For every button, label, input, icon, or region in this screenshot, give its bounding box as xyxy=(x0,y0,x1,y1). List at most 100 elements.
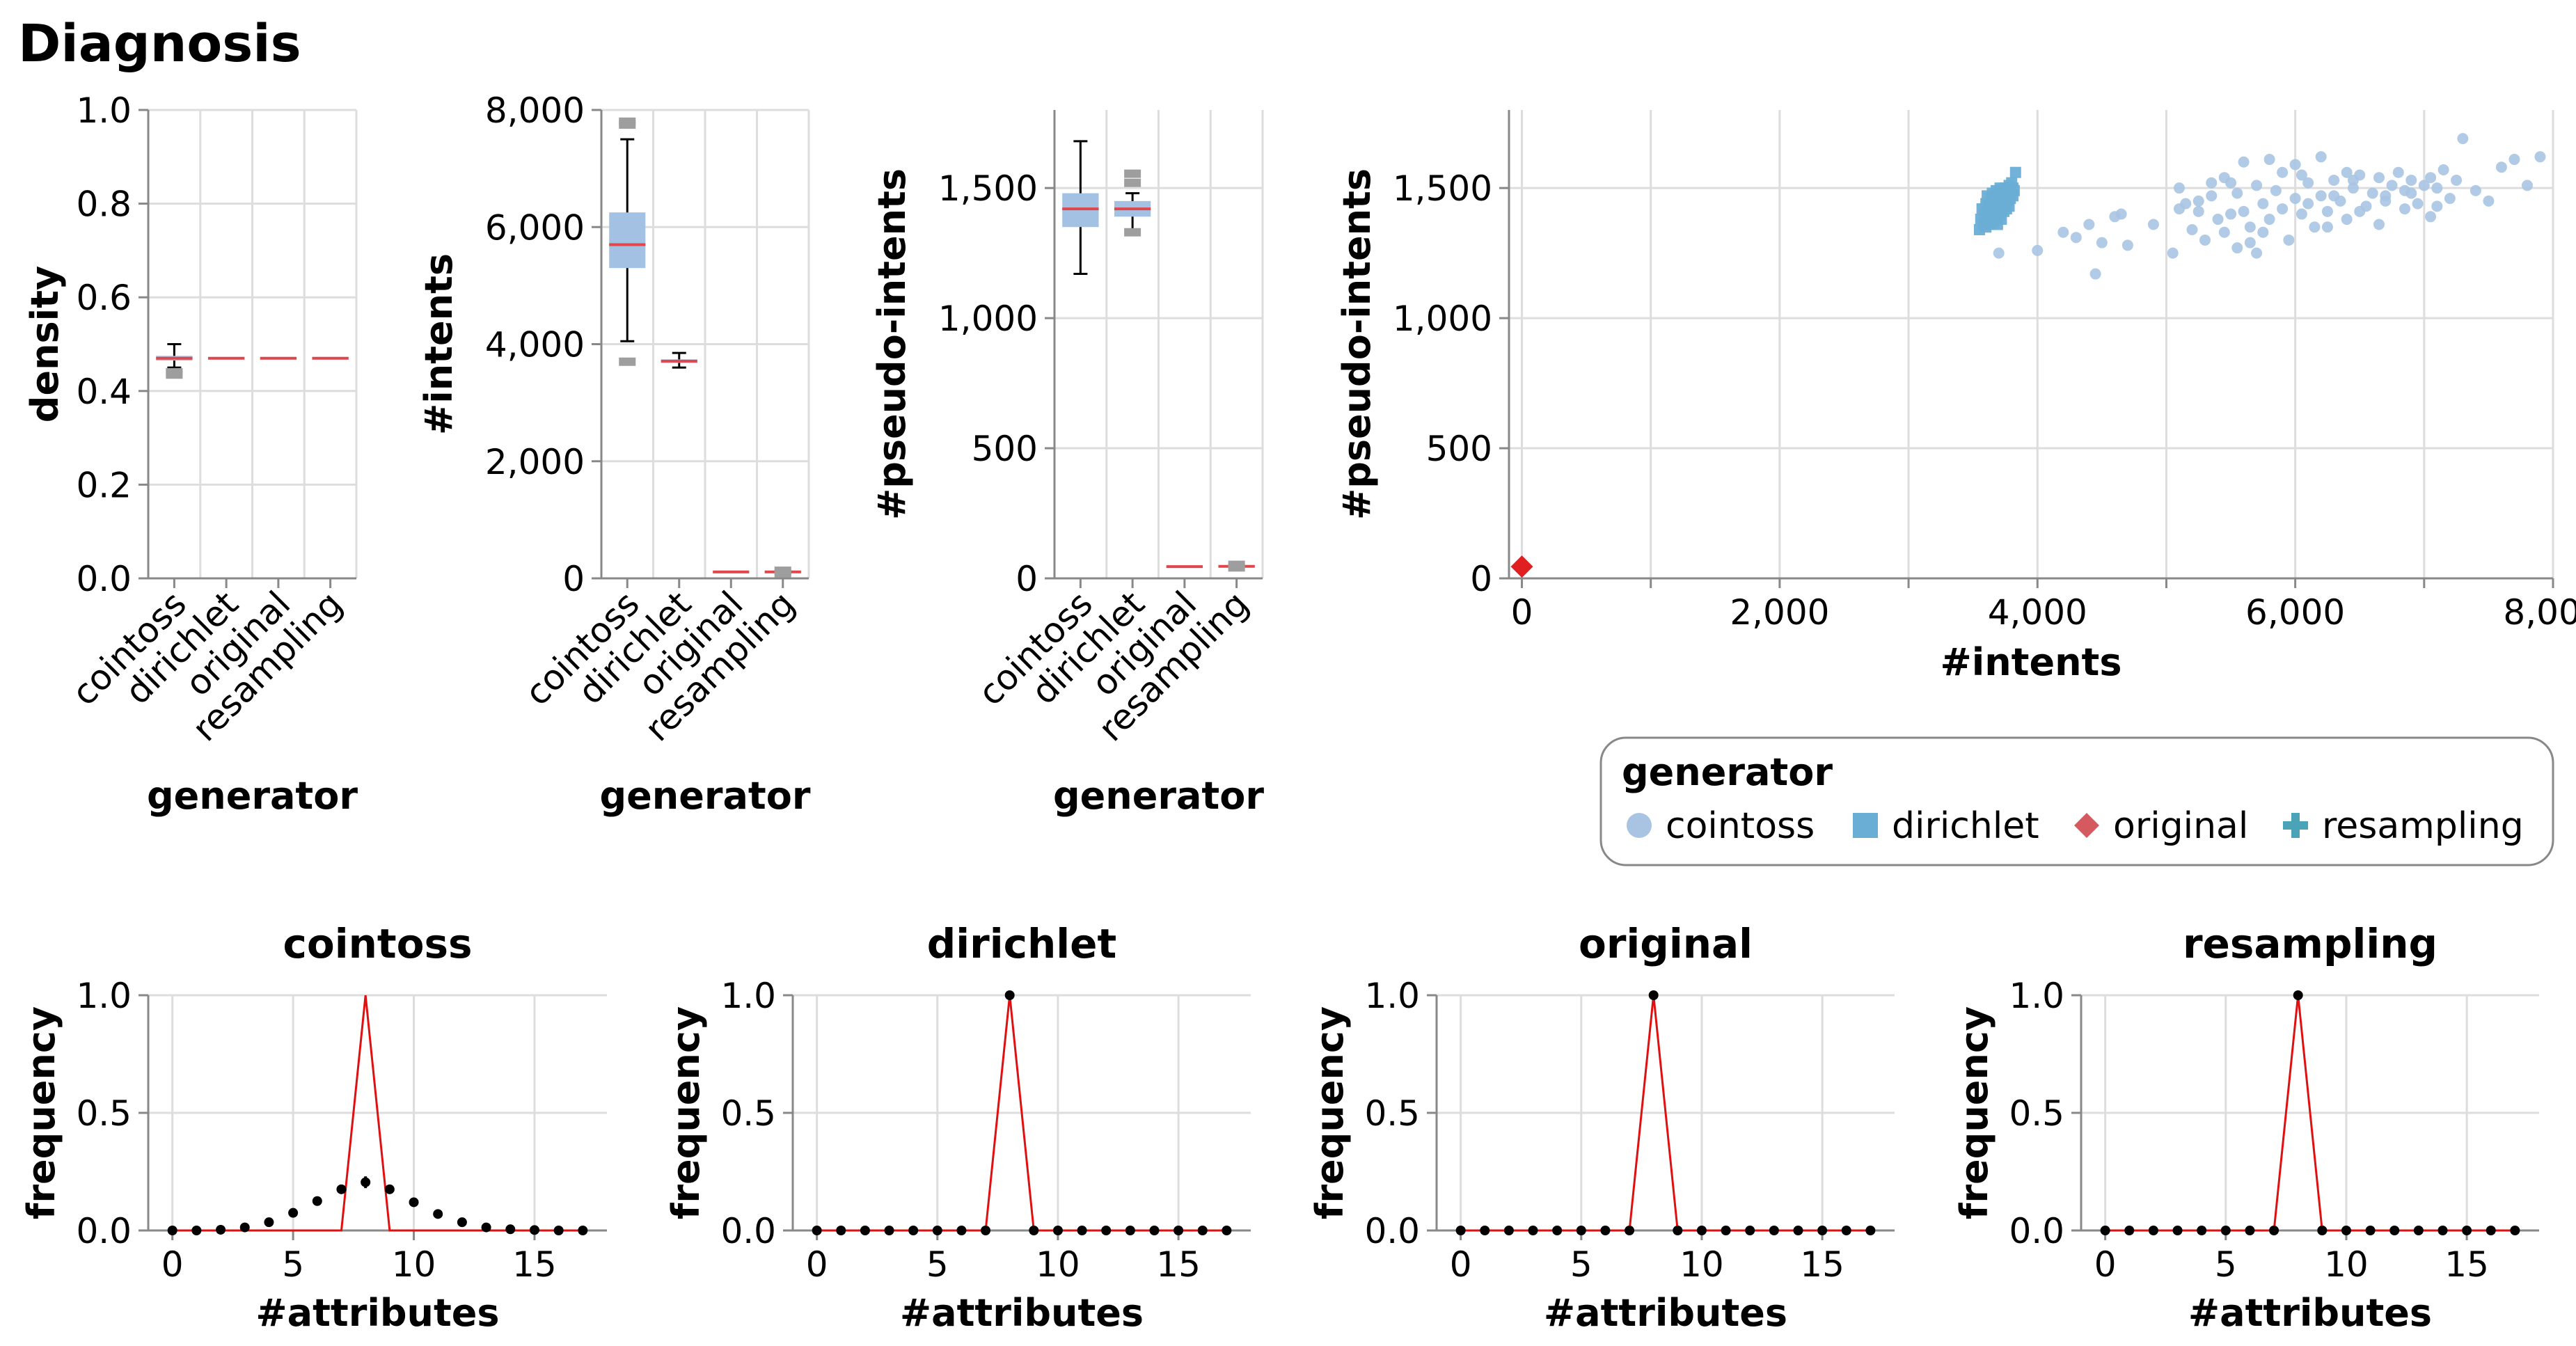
data-point xyxy=(2245,1226,2255,1235)
point-cointoss xyxy=(2263,214,2275,225)
point-cointoss xyxy=(2270,184,2282,196)
point-cointoss xyxy=(2373,172,2385,184)
point-cointoss xyxy=(2251,180,2263,191)
legend-marker-diamond xyxy=(2074,813,2099,838)
y-tick-label: 0.5 xyxy=(76,1093,132,1134)
y-tick-label: 500 xyxy=(972,429,1038,469)
point-cointoss xyxy=(2218,226,2230,238)
data-point xyxy=(384,1184,395,1194)
legend-label-dirichlet: dirichlet xyxy=(1892,805,2039,847)
data-point xyxy=(1865,1226,1876,1235)
data-point xyxy=(860,1226,870,1235)
x-tick-label: 15 xyxy=(1800,1244,1844,1285)
data-point xyxy=(1673,1226,1683,1235)
point-cointoss xyxy=(2483,195,2495,207)
point-cointoss xyxy=(2412,198,2424,209)
point-cointoss xyxy=(2244,237,2256,248)
point-cointoss xyxy=(2238,156,2250,168)
data-point xyxy=(1625,1226,1635,1235)
point-cointoss xyxy=(2418,180,2430,191)
point-cointoss xyxy=(2302,198,2314,209)
legend-box xyxy=(1599,736,2554,866)
y-tick-label: 1.0 xyxy=(1364,976,1420,1016)
x-tick-label: 10 xyxy=(1036,1244,1080,1285)
data-point xyxy=(2341,1226,2351,1235)
y-axis-title: frequency xyxy=(1308,1006,1352,1219)
x-tick-label: 15 xyxy=(512,1244,557,1285)
data-point xyxy=(505,1224,516,1235)
point-cointoss xyxy=(2263,154,2275,166)
point-cointoss xyxy=(2321,221,2333,233)
data-point xyxy=(2100,1226,2110,1235)
box-outlier xyxy=(774,567,791,576)
point-dirichlet xyxy=(2009,166,2021,178)
point-cointoss xyxy=(2277,203,2289,215)
data-point xyxy=(288,1208,299,1218)
data-point xyxy=(956,1226,967,1235)
data-point xyxy=(1841,1226,1851,1235)
data-point xyxy=(2365,1226,2376,1235)
point-cointoss xyxy=(2451,174,2463,186)
chart-6: 0.0 0.5 1.0 frequency 0 5 10 15 #attributes origi… xyxy=(1308,920,1895,1335)
point-cointoss xyxy=(2057,226,2069,238)
point-cointoss xyxy=(2437,164,2449,175)
point-cointoss xyxy=(2380,195,2392,207)
data-point xyxy=(1125,1226,1135,1235)
data-point xyxy=(1817,1226,1828,1235)
data-point xyxy=(2389,1226,2400,1235)
data-point xyxy=(2269,1226,2279,1235)
x-tick-label: 5 xyxy=(1570,1244,1593,1285)
data-point xyxy=(1480,1226,1490,1235)
box-outlier xyxy=(619,357,636,366)
data-point xyxy=(1197,1226,1208,1235)
y-tick-label: 0.0 xyxy=(76,559,132,599)
point-cointoss xyxy=(2070,232,2082,244)
point-cointoss xyxy=(2251,247,2263,259)
data-point xyxy=(433,1209,443,1219)
data-point xyxy=(1503,1226,1514,1235)
y-tick-label: 1,000 xyxy=(938,299,1038,339)
data-point xyxy=(836,1226,846,1235)
point-cointoss xyxy=(2289,159,2301,171)
y-axis-title: density xyxy=(23,266,67,422)
chart-7: 0.0 0.5 1.0 frequency 0 5 10 15 #attributes resam… xyxy=(1952,920,2539,1335)
legend-title: generator xyxy=(1622,750,1833,794)
point-cointoss xyxy=(1993,247,2005,259)
data-point xyxy=(1149,1226,1160,1235)
data-point xyxy=(1101,1226,1112,1235)
point-cointoss xyxy=(2431,200,2443,212)
point-cointoss xyxy=(2289,193,2301,205)
data-point xyxy=(529,1225,539,1235)
panel-title: dirichlet xyxy=(927,920,1117,967)
x-tick-label: 2,000 xyxy=(1730,592,1829,633)
y-axis-title: frequency xyxy=(664,1006,708,1219)
point-cointoss xyxy=(2392,166,2404,178)
x-axis-title: #attributes xyxy=(900,1291,1144,1335)
x-tick-label: 6,000 xyxy=(2245,592,2345,633)
data-point xyxy=(1004,990,1015,1000)
data-point xyxy=(908,1226,919,1235)
point-cointoss xyxy=(2173,182,2185,194)
legend: generator cointoss dirichlet original resamp… xyxy=(1599,736,2554,866)
point-cointoss xyxy=(2366,187,2378,199)
y-tick-label: 0.2 xyxy=(76,465,132,505)
data-point xyxy=(336,1184,347,1194)
data-point xyxy=(2148,1226,2158,1235)
x-tick-label: 5 xyxy=(926,1244,949,1285)
y-tick-label: 8,000 xyxy=(485,90,585,131)
data-point xyxy=(457,1217,467,1228)
point-cointoss xyxy=(2257,198,2269,209)
x-tick-label: 5 xyxy=(2215,1244,2237,1285)
legend-marker-square xyxy=(1853,813,1878,838)
panel-title: cointoss xyxy=(283,920,472,967)
chart-2: 05001,0001,500#pseudo-intentscointossdir… xyxy=(870,110,1264,818)
y-tick-label: 0.0 xyxy=(1364,1211,1420,1251)
y-tick-label: 0.5 xyxy=(2009,1093,2064,1134)
point-cointoss xyxy=(2354,205,2366,217)
point-cointoss xyxy=(2083,219,2095,230)
x-tick-label: 10 xyxy=(2324,1244,2369,1285)
x-axis-title: #attributes xyxy=(2188,1291,2432,1335)
point-cointoss xyxy=(2431,182,2443,194)
chart-0: 0.00.20.40.60.81.0densitycointossdirichl… xyxy=(23,90,358,818)
